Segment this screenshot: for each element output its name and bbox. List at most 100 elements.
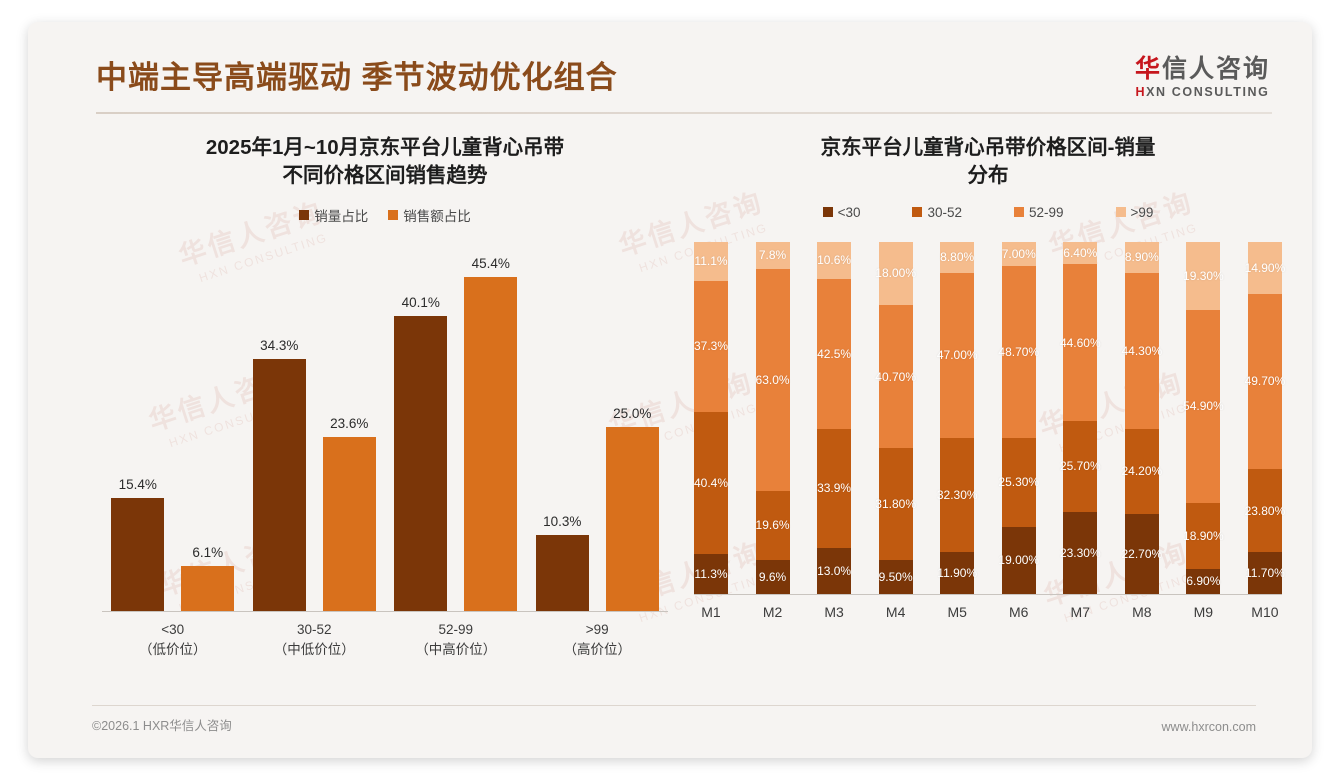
stacked-bar-segment[interactable]: 42.5% [817, 278, 851, 429]
stacked-bar-segment[interactable]: 31.80% [875, 448, 916, 561]
legend-swatch-icon [388, 209, 399, 220]
legend-item-right-1[interactable]: 30-52 [912, 205, 962, 220]
bar-column[interactable]: 40.1% [394, 243, 448, 611]
stacked-bar-segment[interactable]: 7.00% [1002, 241, 1036, 267]
stacked-bar-segment[interactable]: 6.40% [1063, 241, 1097, 265]
bar-column[interactable]: 15.4% [111, 243, 165, 611]
left-chart-panel: 2025年1月~10月京东平台儿童背心吊带 不同价格区间销售趋势 销量占比 销售额… [90, 134, 680, 704]
stacked-bar-segment[interactable]: 32.30% [937, 438, 978, 552]
stacked-bar-segment[interactable]: 23.30% [1060, 511, 1101, 594]
bar[interactable] [535, 534, 589, 611]
stacked-bar-segment[interactable]: 33.9% [817, 428, 851, 548]
bar[interactable] [605, 426, 659, 611]
stacked-bar-segment[interactable]: 11.90% [937, 551, 977, 594]
bar-column[interactable]: 23.6% [322, 243, 376, 611]
stacked-segment-value-label: 11.1% [694, 254, 728, 269]
stacked-segment-value-label: 23.80% [1244, 503, 1286, 518]
bar[interactable] [111, 497, 165, 611]
grouped-bar-x-axis: <30 （低价位） 30-52 （中低价位） 52-99 （中高价位） >99 （高价位） [102, 620, 668, 661]
legend-item-right-2[interactable]: 52-99 [1014, 205, 1064, 220]
stacked-segment-value-label: 13.0% [817, 563, 852, 578]
stacked-bar-segment[interactable]: 49.70% [1245, 293, 1285, 469]
stacked-bar-segment[interactable]: 54.90% [1183, 309, 1224, 503]
x-axis-tick-label: M1 [701, 603, 721, 620]
stacked-bar-segment[interactable]: 11.3% [694, 553, 728, 594]
stacked-bar-column[interactable]: 6.40% 44.60% 25.70% 23.30% [1060, 241, 1101, 594]
bar-value-label: 25.0% [613, 405, 652, 421]
stacked-segment-value-label: 63.0% [755, 372, 790, 387]
stacked-bar-segment[interactable]: 44.30% [1121, 272, 1162, 429]
bar-column[interactable]: 10.3% [535, 243, 589, 611]
stacked-bar-segment[interactable]: 25.70% [1060, 421, 1101, 512]
left-chart-legend: 销量占比 销售额占比 [90, 205, 680, 225]
stacked-bar-column[interactable]: 8.90% 44.30% 24.20% 22.70% [1121, 241, 1162, 594]
x-axis-tick-label: M6 [1009, 603, 1029, 620]
stacked-bar-segment[interactable]: 37.3% [694, 280, 728, 412]
stacked-bar-column[interactable]: 7.00% 48.70% 25.30% 19.00% [998, 241, 1039, 594]
bar[interactable] [464, 276, 518, 611]
stacked-bar-segment[interactable]: 13.0% [817, 547, 852, 594]
stacked-bar-segment[interactable]: 10.6% [817, 241, 851, 279]
x-axis-tick-sub: （中高价位） [415, 641, 497, 657]
bar[interactable] [394, 315, 448, 611]
bar-column[interactable]: 45.4% [464, 243, 518, 611]
stacked-bar-segment[interactable]: 6.90% [1186, 569, 1220, 594]
stacked-bar-segment[interactable]: 7.8% [755, 241, 790, 270]
stacked-bar-segment[interactable]: 40.4% [693, 411, 729, 554]
stacked-segment-value-label: 19.00% [998, 553, 1040, 568]
stacked-bar-segment[interactable]: 19.30% [1183, 241, 1224, 310]
stacked-bar-segment[interactable]: 18.90% [1183, 502, 1224, 570]
stacked-bar-segment[interactable]: 48.70% [998, 266, 1039, 438]
x-axis-tick-label: M5 [947, 603, 967, 620]
legend-item-left-0[interactable]: 销量占比 [299, 205, 368, 225]
stacked-segment-value-label: 40.4% [693, 475, 729, 490]
bar-value-label: 40.1% [401, 294, 440, 310]
right-chart-title: 京东平台儿童背心吊带价格区间-销量 分布 [688, 134, 1288, 191]
stacked-bar-segment[interactable]: 25.30% [998, 437, 1039, 527]
footer-website: www.hxrcon.com [1161, 720, 1256, 734]
bar-column[interactable]: 6.1% [181, 243, 235, 611]
stacked-bar-column[interactable]: 14.90% 49.70% 23.80% 11.70% [1245, 241, 1285, 594]
logo-chinese: 华信人咨询 [1135, 56, 1270, 82]
x-axis-tick-sub: （中低价位） [273, 641, 355, 657]
stacked-bar-segment[interactable]: 44.60% [1060, 264, 1101, 422]
stacked-bar-segment[interactable]: 24.20% [1121, 428, 1162, 514]
bar-column[interactable]: 34.3% [252, 243, 306, 611]
stacked-bar-column[interactable]: 18.00% 40.70% 31.80% 9.50% [875, 241, 916, 594]
x-axis-tick-label: 52-99 （中高价位） [388, 620, 524, 661]
stacked-bar-column[interactable]: 8.80% 47.00% 32.30% 11.90% [937, 241, 978, 594]
stacked-bar-segment[interactable]: 47.00% [937, 272, 978, 438]
legend-item-right-0[interactable]: <30 [822, 205, 860, 220]
stacked-bar-segment[interactable]: 14.90% [1245, 241, 1285, 294]
stacked-bar-segment[interactable]: 19.00% [998, 526, 1039, 594]
bar[interactable] [252, 358, 306, 611]
left-chart-title-line2: 不同价格区间销售趋势 [282, 164, 488, 188]
bar[interactable] [322, 436, 376, 611]
right-chart-legend: <30 30-52 52-99 >99 [688, 205, 1288, 220]
stacked-bar-segment[interactable]: 8.90% [1125, 241, 1159, 273]
bar[interactable] [181, 565, 235, 611]
stacked-bar-segment[interactable]: 9.50% [879, 560, 913, 594]
stacked-bar-segment[interactable]: 11.70% [1245, 552, 1285, 594]
stacked-bar-segment[interactable]: 11.1% [694, 241, 728, 281]
stacked-bar-segment[interactable]: 9.6% [755, 559, 790, 594]
stacked-bar-segment[interactable]: 19.6% [756, 490, 790, 560]
stacked-bar-column[interactable]: 11.1% 37.3% 40.4% 11.3% [693, 241, 729, 594]
x-axis-tick-label: >99 （高价位） [529, 620, 665, 661]
stacked-bar-segment[interactable]: 22.70% [1121, 513, 1162, 594]
legend-item-left-1[interactable]: 销售额占比 [388, 205, 471, 225]
legend-item-right-3[interactable]: >99 [1115, 205, 1153, 220]
stacked-bar-x-axis: M1 M2 M3 M4 M5 M6 M7 M8 M9 M10 [694, 604, 1282, 620]
stacked-segment-value-label: 19.30% [1183, 268, 1224, 283]
stacked-bar-segment[interactable]: 8.80% [940, 241, 974, 273]
stacked-bar-segment[interactable]: 23.80% [1245, 468, 1285, 553]
bar-column[interactable]: 25.0% [605, 243, 659, 611]
stacked-bar-segment[interactable]: 18.00% [875, 241, 916, 305]
stacked-segment-value-label: 22.70% [1121, 546, 1163, 561]
stacked-bar-column[interactable]: 7.8% 63.0% 19.6% 9.6% [755, 241, 790, 594]
stacked-bar-column[interactable]: 10.6% 42.5% 33.9% 13.0% [817, 241, 852, 594]
legend-swatch-icon [1014, 207, 1024, 218]
stacked-bar-segment[interactable]: 40.70% [875, 304, 916, 449]
stacked-bar-segment[interactable]: 63.0% [756, 269, 790, 491]
stacked-bar-column[interactable]: 19.30% 54.90% 18.90% 6.90% [1183, 241, 1224, 594]
